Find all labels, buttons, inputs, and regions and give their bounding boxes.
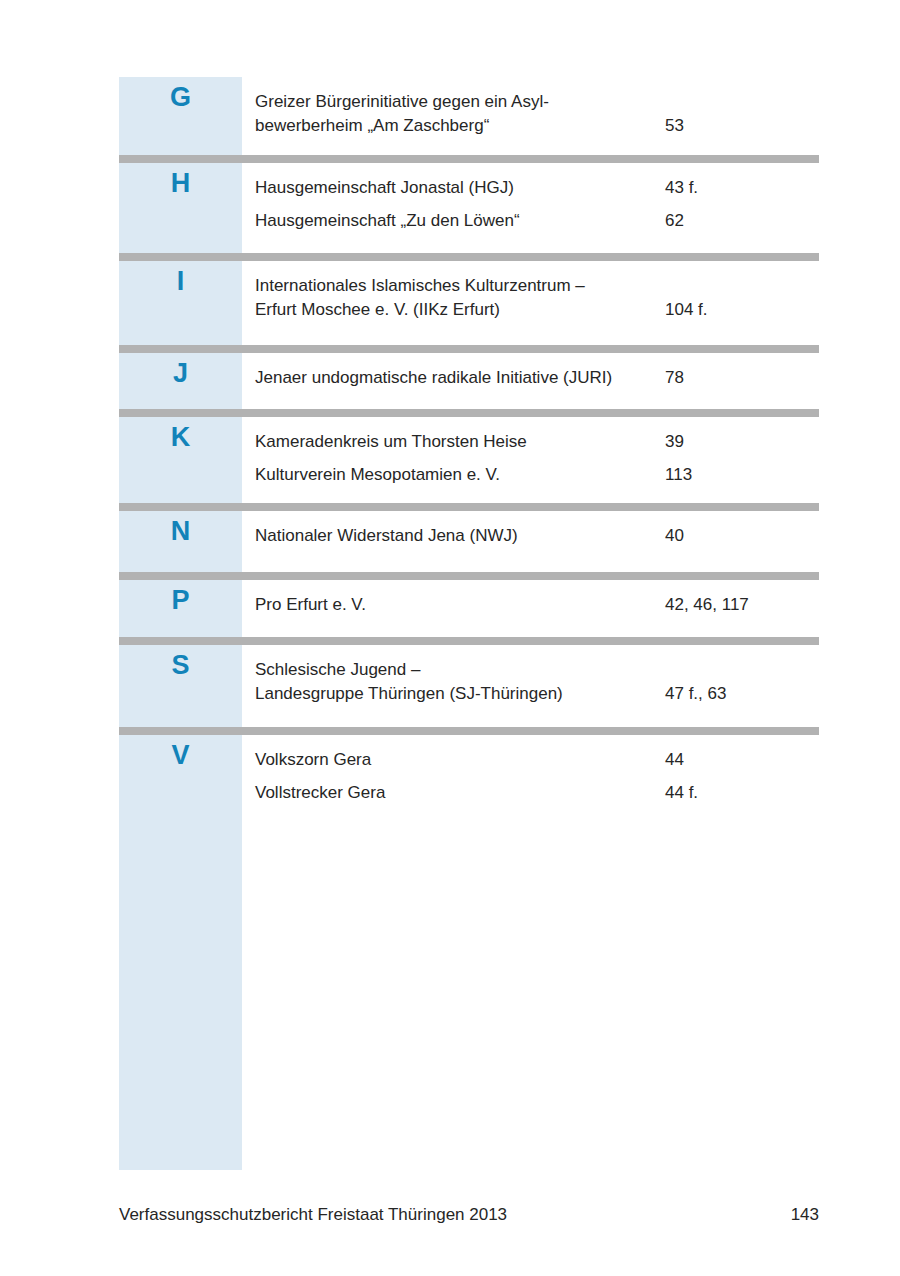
entry-page-numbers: 62 — [665, 209, 684, 233]
entry-page-numbers: 43 f. — [665, 176, 698, 200]
index-entries: Jenaer undogmatische radikale Initiative… — [255, 353, 819, 409]
entry-name: Greizer Bürgerinitiative gegen ein Asyl-… — [255, 90, 665, 138]
index-entries: Nationaler Widerstand Jena (NWJ) 40 — [255, 511, 819, 572]
index-section: N Nationaler Widerstand Jena (NWJ) 40 — [119, 511, 819, 572]
index-letter: V — [119, 735, 242, 1170]
index-letter: P — [119, 580, 242, 637]
entry-page-numbers: 53 — [665, 114, 684, 138]
index-entry: Kameradenkreis um Thorsten Heise 39 — [255, 430, 819, 454]
index-letter: G — [119, 77, 242, 155]
entry-page-numbers: 113 — [665, 463, 692, 487]
entry-name: Hausgemeinschaft „Zu den Löwen“ — [255, 209, 665, 233]
index-section: P Pro Erfurt e. V. 42, 46, 117 — [119, 580, 819, 637]
section-divider — [119, 503, 819, 511]
entry-name: Pro Erfurt e. V. — [255, 593, 665, 617]
index-entries: Kameradenkreis um Thorsten Heise 39 Kult… — [255, 417, 819, 503]
index-entry: Internationales Islamisches Kulturzentru… — [255, 274, 819, 322]
section-divider — [119, 253, 819, 261]
index-section: G Greizer Bürgerinitiative gegen ein Asy… — [119, 77, 819, 155]
index-entry: Nationaler Widerstand Jena (NWJ) 40 — [255, 524, 819, 548]
entry-page-numbers: 42, 46, 117 — [665, 593, 749, 617]
entry-page-numbers: 44 — [665, 748, 684, 772]
page-footer: Verfassungsschutzbericht Freistaat Thüri… — [119, 1203, 819, 1227]
entry-name: Internationales Islamisches Kulturzentru… — [255, 274, 665, 322]
entry-name: Vollstrecker Gera — [255, 781, 665, 805]
entry-page-numbers: 44 f. — [665, 781, 698, 805]
index-entry: Jenaer undogmatische radikale Initiative… — [255, 366, 819, 390]
index-section: K Kameradenkreis um Thorsten Heise 39 Ku… — [119, 417, 819, 503]
index-entry: Greizer Bürgerinitiative gegen ein Asyl-… — [255, 90, 819, 138]
footer-report-title: Verfassungsschutzbericht Freistaat Thüri… — [119, 1203, 507, 1227]
index-entry: Schlesische Jugend – Landesgruppe Thürin… — [255, 658, 819, 706]
index-section: S Schlesische Jugend – Landesgruppe Thür… — [119, 645, 819, 727]
index-letter: J — [119, 353, 242, 409]
index-entries: Volkszorn Gera 44 Vollstrecker Gera 44 f… — [255, 735, 819, 1170]
index-letter: S — [119, 645, 242, 727]
section-divider — [119, 727, 819, 735]
index-entry: Pro Erfurt e. V. 42, 46, 117 — [255, 593, 819, 617]
index-section: V Volkszorn Gera 44 Vollstrecker Gera 44… — [119, 735, 819, 1170]
section-divider — [119, 155, 819, 163]
footer-page-number: 143 — [791, 1203, 819, 1227]
section-divider — [119, 572, 819, 580]
index-entry: Vollstrecker Gera 44 f. — [255, 781, 819, 805]
index-entries: Pro Erfurt e. V. 42, 46, 117 — [255, 580, 819, 637]
entry-name: Kameradenkreis um Thorsten Heise — [255, 430, 665, 454]
index-letter: N — [119, 511, 242, 572]
entry-name: Nationaler Widerstand Jena (NWJ) — [255, 524, 665, 548]
entry-name: Hausgemeinschaft Jonastal (HGJ) — [255, 176, 665, 200]
entry-name: Volkszorn Gera — [255, 748, 665, 772]
index-entries: Internationales Islamisches Kulturzentru… — [255, 261, 819, 345]
section-divider — [119, 637, 819, 645]
index-entry: Kulturverein Mesopotamien e. V. 113 — [255, 463, 819, 487]
index-entry: Volkszorn Gera 44 — [255, 748, 819, 772]
entry-page-numbers: 104 f. — [665, 298, 708, 322]
entry-page-numbers: 40 — [665, 524, 684, 548]
index-section: I Internationales Islamisches Kulturzent… — [119, 261, 819, 345]
report-page: G Greizer Bürgerinitiative gegen ein Asy… — [0, 0, 900, 1276]
index-entries: Greizer Bürgerinitiative gegen ein Asyl-… — [255, 77, 819, 155]
index-letter: H — [119, 163, 242, 253]
index-entry: Hausgemeinschaft Jonastal (HGJ) 43 f. — [255, 176, 819, 200]
index-entries: Schlesische Jugend – Landesgruppe Thürin… — [255, 645, 819, 727]
entry-page-numbers: 78 — [665, 366, 684, 390]
entry-page-numbers: 47 f., 63 — [665, 682, 726, 706]
index-section: H Hausgemeinschaft Jonastal (HGJ) 43 f. … — [119, 163, 819, 253]
entry-name: Jenaer undogmatische radikale Initiative… — [255, 366, 665, 390]
index-table: G Greizer Bürgerinitiative gegen ein Asy… — [119, 77, 819, 1170]
entry-name: Schlesische Jugend – Landesgruppe Thürin… — [255, 658, 665, 706]
entry-name: Kulturverein Mesopotamien e. V. — [255, 463, 665, 487]
index-section: J Jenaer undogmatische radikale Initiati… — [119, 353, 819, 409]
index-entries: Hausgemeinschaft Jonastal (HGJ) 43 f. Ha… — [255, 163, 819, 253]
entry-page-numbers: 39 — [665, 430, 684, 454]
section-divider — [119, 345, 819, 353]
section-divider — [119, 409, 819, 417]
index-entry: Hausgemeinschaft „Zu den Löwen“ 62 — [255, 209, 819, 233]
index-letter: I — [119, 261, 242, 345]
index-letter: K — [119, 417, 242, 503]
